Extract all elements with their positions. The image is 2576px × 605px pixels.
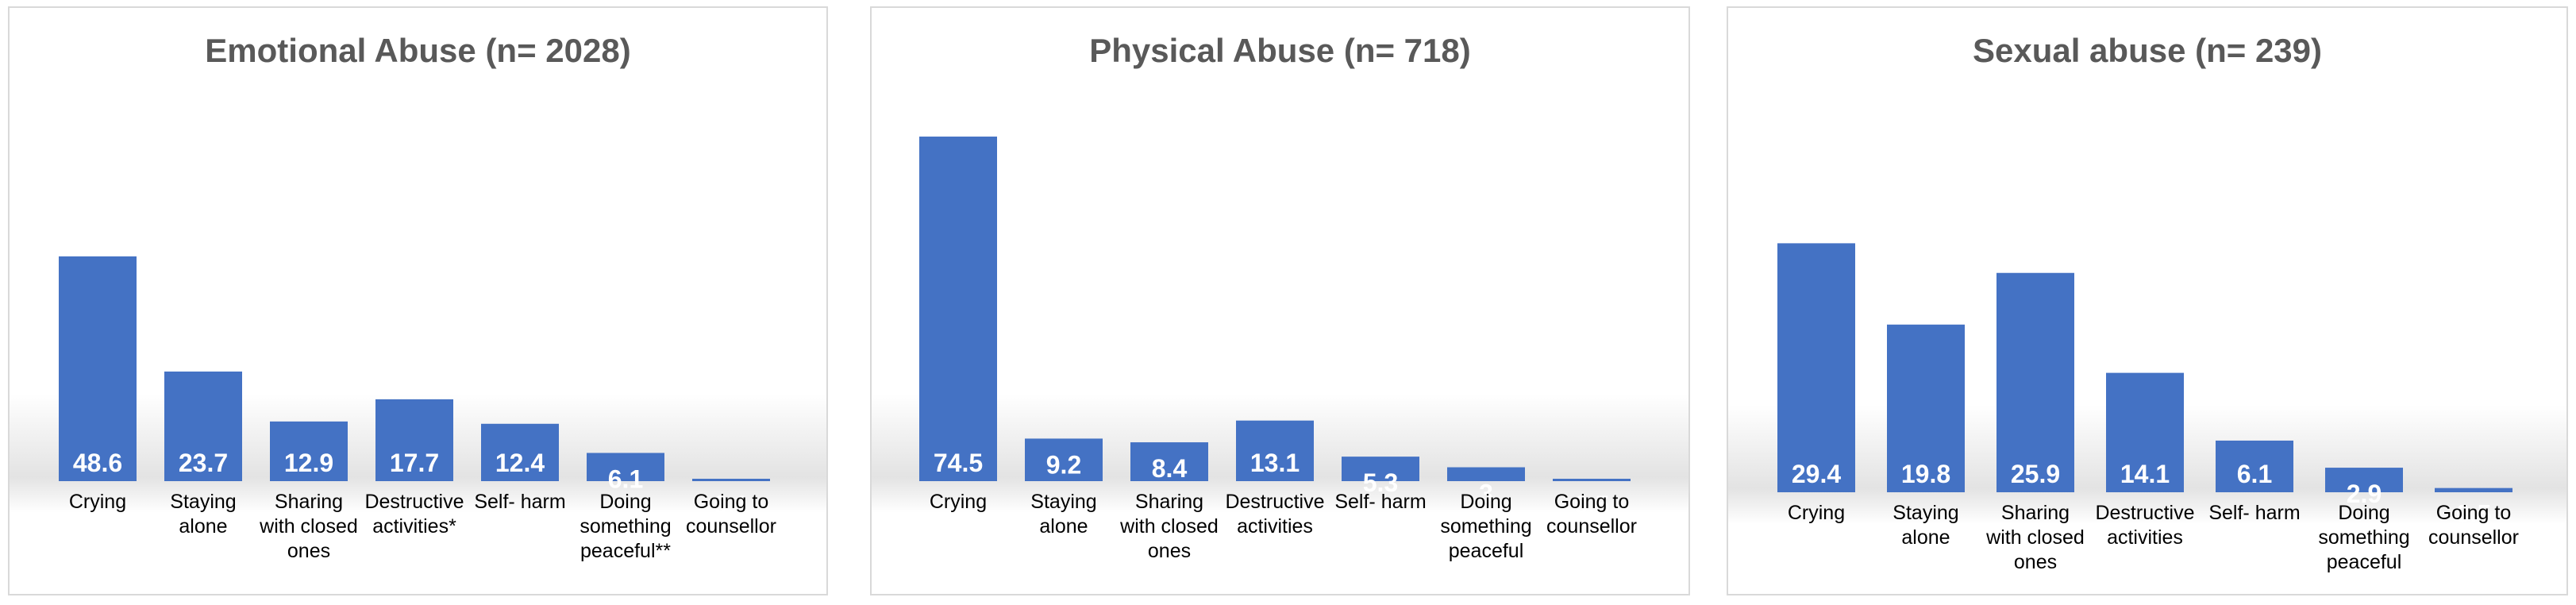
bar [481, 423, 559, 481]
category-label: Destructive activities [1225, 491, 1324, 538]
category-label: Destructive activities [2095, 502, 2194, 549]
data-label: 12.4 [495, 449, 545, 477]
bar [1996, 272, 2074, 492]
category-label: Crying [1788, 502, 1845, 524]
chart-title: Sexual abuse (n= 239) [1972, 32, 2323, 69]
data-label: 6.1 [608, 464, 643, 493]
bar [270, 421, 348, 481]
data-label: 5.3 [1363, 468, 1398, 497]
data-label: 3 [1479, 480, 1493, 508]
category-label: Destructive activities* [364, 491, 464, 538]
category-label: Self- harm [474, 491, 565, 513]
data-label: 25.9 [2011, 460, 2060, 488]
category-label: Doing something peaceful** [580, 491, 671, 562]
bar [1025, 438, 1103, 481]
bar [164, 371, 242, 481]
data-label: 17.7 [390, 449, 439, 477]
category-label: Sharing with closed ones [259, 491, 358, 562]
data-label: 19.8 [1901, 460, 1950, 488]
bar [1777, 243, 1855, 492]
bar [1887, 324, 1965, 492]
category-label: Self- harm [2208, 502, 2300, 524]
category-label: Doing something peaceful [1440, 491, 1531, 562]
bar [59, 256, 137, 481]
bar [1236, 420, 1314, 481]
bar [2106, 372, 2184, 492]
chart-panel-physical-abuse: Physical Abuse (n= 718) 74.5 Crying 9.2 Sta… [870, 6, 1690, 595]
data-label: 74.5 [934, 449, 983, 477]
data-label: 13.1 [1250, 449, 1300, 477]
data-label: 0.5 [2456, 500, 2491, 529]
data-label: 48.6 [73, 449, 122, 477]
category-label: Going to counsellor [1546, 491, 1637, 538]
bar [919, 137, 997, 481]
bar [2325, 468, 2403, 492]
category-label: Staying alone [1030, 491, 1096, 538]
data-label: 8.4 [1152, 454, 1188, 483]
category-label: Staying alone [1893, 502, 1958, 549]
data-label: 29.4 [1792, 460, 1841, 488]
category-label: Sharing with closed ones [1119, 491, 1219, 562]
chart-plot: 48.6 Crying 23.7 Staying alone 12.9 Sharing wit… [10, 256, 826, 562]
bar [587, 453, 664, 481]
data-label: 0.1 [714, 491, 749, 519]
data-label: 14.1 [2120, 460, 2170, 488]
chart-plot: 29.4 Crying 19.8 Staying alone 25.9 Sharing wit… [1728, 243, 2566, 573]
chart-panel-emotional-abuse: Emotional Abuse (n= 2028) 48.6 Crying 23.7… [8, 6, 828, 595]
chart-panel-sexual-abuse: Sexual abuse (n= 239) 29.4 Crying 19.8 Stay… [1727, 6, 2568, 595]
category-label: Going to counsellor [686, 491, 776, 538]
category-label: Sharing with closed ones [1985, 502, 2085, 573]
category-label: Doing something peaceful [2318, 502, 2409, 573]
data-label: 6.1 [2237, 460, 2272, 488]
bar [2435, 487, 2512, 492]
category-label: Going to counsellor [2428, 502, 2519, 549]
data-label: 9.2 [1046, 450, 1081, 479]
chart-title: Physical Abuse (n= 718) [1089, 32, 1471, 69]
bar [1553, 479, 1631, 481]
category-label: Staying alone [170, 491, 236, 538]
category-label: Crying [930, 491, 987, 513]
bar [1130, 442, 1208, 481]
bar [375, 399, 453, 481]
bar [1342, 457, 1419, 481]
data-label: 23.7 [179, 449, 228, 477]
bar [692, 479, 770, 481]
category-label: Self- harm [1334, 491, 1426, 513]
data-label: 0.5 [1574, 491, 1609, 519]
chart-title: Emotional Abuse (n= 2028) [205, 32, 631, 69]
bar [1447, 467, 1525, 481]
chart-plot: 74.5 Crying 9.2 Staying alone 8.4 Sharing with … [872, 137, 1688, 562]
data-label: 2.9 [2347, 480, 2382, 508]
bar [2216, 440, 2293, 492]
data-label: 12.9 [284, 449, 333, 477]
category-label: Crying [69, 491, 126, 513]
